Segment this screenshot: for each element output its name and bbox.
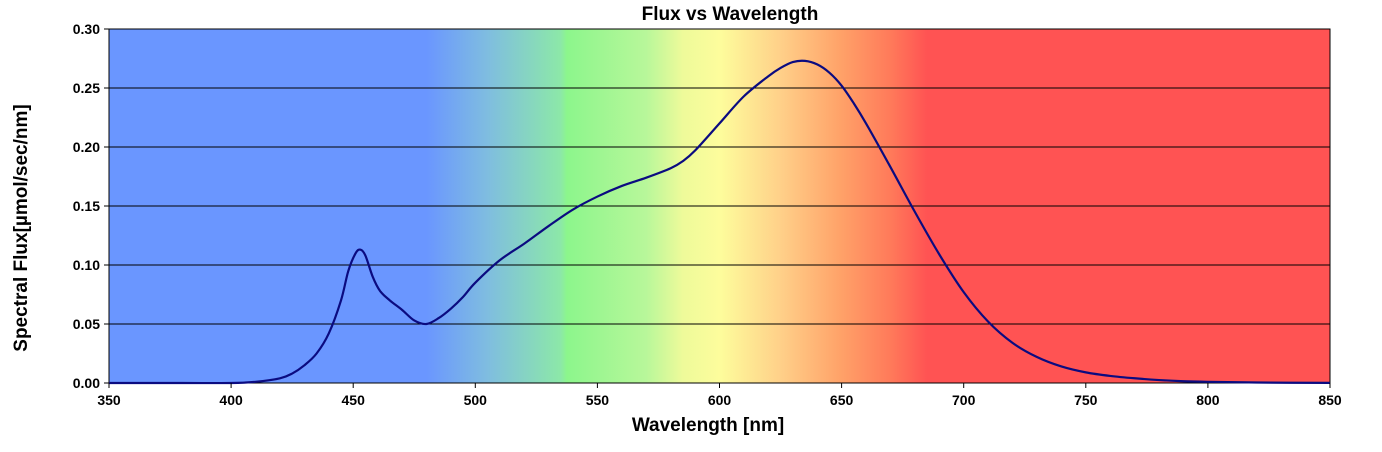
x-tick-label: 750 — [1074, 392, 1098, 408]
y-tick-label: 0.00 — [73, 375, 100, 391]
flux-line — [109, 59, 1331, 385]
x-tick-label: 350 — [97, 392, 121, 408]
x-tick-label: 550 — [586, 392, 610, 408]
chart-title: Flux vs Wavelength — [642, 4, 819, 25]
y-tick-label: 0.15 — [73, 198, 100, 214]
y-axis-ticks: 0.00 0.05 0.10 0.15 0.20 0.25 0.30 — [73, 21, 109, 391]
gridlines — [109, 87, 1330, 325]
y-tick-label: 0.25 — [73, 80, 100, 96]
x-tick-label: 400 — [219, 392, 243, 408]
x-axis-ticks: 350 400 450 500 550 600 650 700 750 800 850 — [97, 383, 1342, 408]
x-tick-label: 500 — [464, 392, 488, 408]
x-tick-label: 600 — [708, 392, 732, 408]
y-tick-label: 0.10 — [73, 257, 100, 273]
x-tick-label: 450 — [342, 392, 366, 408]
x-tick-label: 850 — [1318, 392, 1342, 408]
y-tick-label: 0.05 — [73, 316, 100, 332]
x-axis-title: Wavelength [nm] — [632, 415, 784, 436]
y-tick-label: 0.30 — [73, 21, 100, 37]
x-tick-label: 700 — [952, 392, 976, 408]
x-tick-label: 800 — [1196, 392, 1220, 408]
y-tick-label: 0.20 — [73, 139, 100, 155]
x-tick-label: 650 — [830, 392, 854, 408]
y-axis-title: Spectral Flux[µmol/sec/nm] — [11, 104, 32, 351]
